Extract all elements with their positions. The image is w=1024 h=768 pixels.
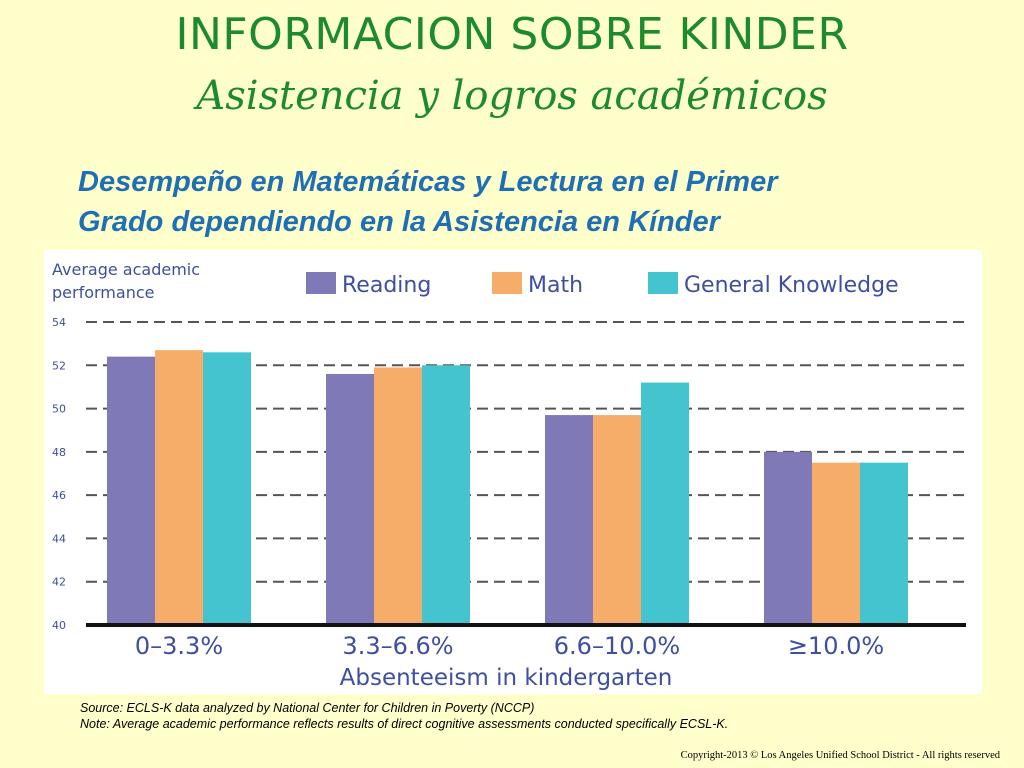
bar-2-0 xyxy=(545,415,593,625)
bar-0-0 xyxy=(107,356,155,625)
y-tick-label-5: 50 xyxy=(52,403,66,416)
legend-label-0: Reading xyxy=(342,273,431,298)
x-tick-label-2: 6.6–10.0% xyxy=(554,632,680,660)
slide-subtitle: Asistencia y logros académicos xyxy=(196,73,828,119)
legend-swatch-0 xyxy=(306,272,336,294)
bar-3-0 xyxy=(764,451,812,625)
y-tick-label-3: 46 xyxy=(52,489,66,502)
y-tick-label-7: 54 xyxy=(52,316,66,329)
bar-chart: Average academic performance Reading Math Ge… xyxy=(52,260,966,691)
y-tick-label-1: 42 xyxy=(52,576,66,589)
chart-heading: Desempeño en Matemáticas y Lectura en el… xyxy=(78,162,978,242)
legend-label-2: General Knowledge xyxy=(684,273,899,298)
chart-panel: Average academic performance Reading Math Ge… xyxy=(44,250,982,694)
legend-swatch-1 xyxy=(492,272,522,294)
bar-1-0 xyxy=(326,373,374,625)
method-note: Note: Average academic performance refle… xyxy=(80,717,729,731)
chart-heading-line-1: Desempeño en Matemáticas y Lectura en el… xyxy=(78,166,778,198)
source-note: Source: ECLS-K data analyzed by National… xyxy=(80,701,535,715)
y-axis-label-line-1: Average academic xyxy=(52,260,200,279)
y-tick-label-6: 52 xyxy=(52,359,66,372)
x-tick-label-1: 3.3–6.6% xyxy=(342,632,453,660)
chart-notes: Source: ECLS-K data analyzed by National… xyxy=(80,700,980,732)
y-tick-label-2: 44 xyxy=(52,532,66,545)
y-axis-label-line-2: performance xyxy=(52,283,154,302)
y-tick-label-0: 40 xyxy=(52,619,66,632)
bar-1-1 xyxy=(374,367,422,625)
bar-0-2 xyxy=(203,352,251,625)
legend-label-1: Math xyxy=(528,273,583,298)
slide-title: INFORMACION SOBRE KINDER xyxy=(175,9,849,60)
x-axis-label: Absenteeism in kindergarten xyxy=(340,665,673,691)
chart-heading-line-2: Grado dependiendo en la Asistencia en Kí… xyxy=(78,206,720,238)
bar-3-1 xyxy=(812,462,860,625)
bar-2-2 xyxy=(641,382,689,625)
y-tick-label-4: 48 xyxy=(52,446,66,459)
bar-0-1 xyxy=(155,350,203,625)
legend-swatch-2 xyxy=(648,272,678,294)
x-tick-label-0: 0–3.3% xyxy=(135,632,223,660)
bar-1-2 xyxy=(422,365,470,625)
bar-2-1 xyxy=(593,415,641,625)
x-tick-label-3: ≥10.0% xyxy=(788,632,884,660)
bar-3-2 xyxy=(860,462,908,625)
copyright-notice: Copyright-2013 © Los Angeles Unified Sch… xyxy=(680,750,1000,761)
